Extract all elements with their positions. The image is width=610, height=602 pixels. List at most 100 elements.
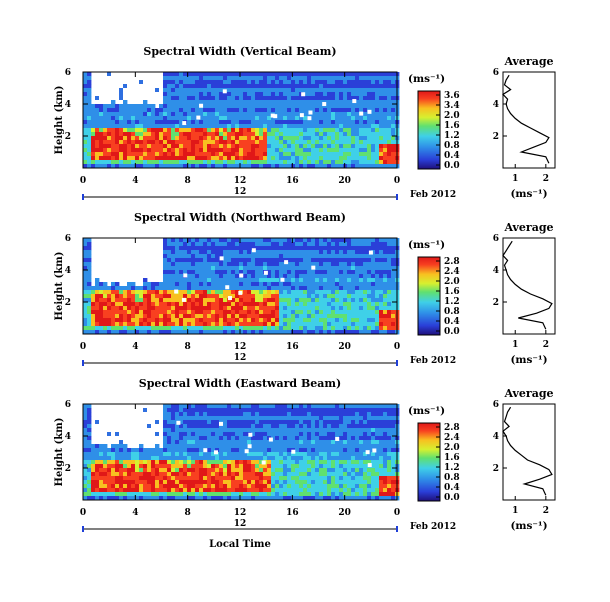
x-tick-label: 20 (338, 508, 351, 518)
average-x-tick-label: 2 (543, 174, 549, 184)
x-tick-label: 16 (286, 342, 299, 352)
x-tick-label: 0 (394, 176, 400, 186)
average-title: Average (503, 55, 553, 68)
panel-title: Spectral Width (Vertical Beam) (143, 45, 336, 58)
x-tick-label: 8 (185, 176, 191, 186)
average-xlabel: (ms⁻¹) (510, 354, 547, 366)
panel-2: Spectral Width (Northward Beam)642Height… (54, 211, 555, 366)
x-tick-label: 20 (338, 176, 351, 186)
colorbar-tick-label: 0.0 (444, 493, 460, 503)
date-month-label: Feb 2012 (410, 522, 456, 532)
colorbar (418, 257, 440, 335)
average-x-tick-label: 1 (512, 174, 518, 184)
x-tick-label: 12 (234, 342, 247, 352)
average-x-tick-label: 2 (543, 340, 549, 350)
y-axis-label: Height (km) (54, 252, 65, 321)
x-tick-label: 12 (234, 176, 247, 186)
colorbar-unit: (ms⁻¹) (408, 239, 445, 251)
colorbar-tick-label: 2.4 (444, 267, 460, 277)
x-tick-label: 8 (185, 508, 191, 518)
x-tick-label: 0 (80, 508, 86, 518)
average-y-tick-label: 6 (493, 68, 499, 78)
colorbar (418, 423, 440, 501)
colorbar-tick-label: 3.4 (444, 101, 460, 111)
x-tick-label: 12 (234, 508, 247, 518)
average-xlabel: (ms⁻¹) (510, 188, 547, 200)
x-tick-label: 4 (132, 176, 138, 186)
x-tick-label: 16 (286, 176, 299, 186)
x-tick-label: 16 (286, 508, 299, 518)
colorbar-tick-label: 1.6 (444, 453, 460, 463)
colorbar-tick-label: 2.0 (444, 443, 460, 453)
x-tick-label: 0 (394, 342, 400, 352)
colorbar-tick-label: 2.8 (444, 423, 460, 433)
average-x-tick-label: 2 (543, 506, 549, 516)
y-tick-label: 4 (65, 432, 71, 442)
colorbar-tick-label: 0.4 (444, 483, 460, 493)
y-tick-label: 6 (65, 68, 71, 78)
average-title: Average (503, 387, 553, 400)
local-time-label: Local Time (209, 539, 271, 550)
colorbar-tick-label: 1.6 (444, 287, 460, 297)
colorbar-unit: (ms⁻¹) (408, 73, 445, 85)
y-tick-label: 4 (65, 100, 71, 110)
colorbar-tick-label: 0.0 (444, 327, 460, 337)
average-x-tick-label: 1 (512, 340, 518, 350)
average-x-tick-label: 1 (512, 506, 518, 516)
y-tick-label: 2 (65, 298, 71, 308)
average-y-tick-label: 6 (493, 400, 499, 410)
average-y-tick-label: 2 (493, 298, 499, 308)
x-tick-label: 0 (80, 342, 86, 352)
average-y-tick-label: 2 (493, 132, 499, 142)
x-tick-label: 0 (80, 176, 86, 186)
x-tick-label: 0 (394, 508, 400, 518)
heatmap-cells (83, 238, 399, 334)
heatmap-cells (83, 72, 399, 168)
panel-1: Spectral Width (Vertical Beam)642Height … (54, 45, 555, 200)
panel-title: Spectral Width (Northward Beam) (134, 211, 346, 224)
heatmap-cells (83, 404, 399, 500)
y-tick-label: 2 (65, 132, 71, 142)
colorbar-tick-label: 0.8 (444, 141, 460, 151)
x-tick-label: 4 (132, 342, 138, 352)
colorbar-tick-label: 1.2 (444, 463, 460, 473)
x-tick-label: 20 (338, 342, 351, 352)
colorbar-tick-label: 0.0 (444, 161, 460, 171)
y-axis-label: Height (km) (54, 418, 65, 487)
panel-title: Spectral Width (Eastward Beam) (139, 377, 341, 390)
colorbar (418, 91, 440, 169)
average-y-tick-label: 4 (493, 100, 499, 110)
date-month-label: Feb 2012 (410, 190, 456, 200)
x-tick-label: 4 (132, 508, 138, 518)
average-xlabel: (ms⁻¹) (510, 520, 547, 532)
average-y-tick-label: 6 (493, 234, 499, 244)
y-tick-label: 4 (65, 266, 71, 276)
y-tick-label: 6 (65, 400, 71, 410)
colorbar-tick-label: 1.2 (444, 131, 460, 141)
colorbar-tick-label: 2.0 (444, 111, 460, 121)
colorbar-tick-label: 2.8 (444, 257, 460, 267)
y-tick-label: 6 (65, 234, 71, 244)
colorbar-tick-label: 2.0 (444, 277, 460, 287)
date-label: 12 (234, 353, 247, 363)
date-label: 12 (234, 519, 247, 529)
colorbar-tick-label: 3.6 (444, 91, 460, 101)
average-y-tick-label: 2 (493, 464, 499, 474)
x-tick-label: 8 (185, 342, 191, 352)
colorbar-tick-label: 0.8 (444, 307, 460, 317)
colorbar-tick-label: 1.2 (444, 297, 460, 307)
colorbar-tick-label: 0.4 (444, 317, 460, 327)
colorbar-tick-label: 0.4 (444, 151, 460, 161)
colorbar-tick-label: 2.4 (444, 433, 460, 443)
average-title: Average (503, 221, 553, 234)
colorbar-tick-label: 1.6 (444, 121, 460, 131)
average-y-tick-label: 4 (493, 432, 499, 442)
average-y-tick-label: 4 (493, 266, 499, 276)
y-tick-label: 2 (65, 464, 71, 474)
colorbar-tick-label: 0.8 (444, 473, 460, 483)
colorbar-unit: (ms⁻¹) (408, 405, 445, 417)
y-axis-label: Height (km) (54, 86, 65, 155)
panel-3: Spectral Width (Eastward Beam)642Height … (54, 377, 555, 532)
date-month-label: Feb 2012 (410, 356, 456, 366)
